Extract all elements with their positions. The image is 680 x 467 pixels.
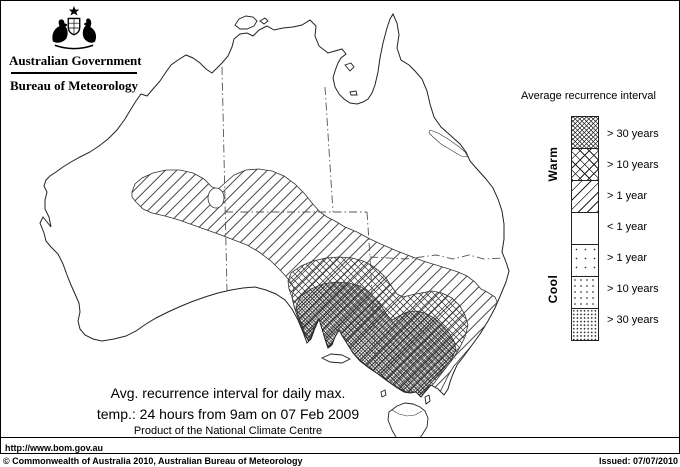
swatch-warm-gt1yr bbox=[572, 180, 598, 212]
legend-label-warm-gt10: > 10 years bbox=[607, 159, 659, 171]
bom-logo-block: Australian Government Bureau of Meteorol… bbox=[9, 5, 142, 94]
legend-label-warm-gt1: > 1 year bbox=[607, 190, 648, 202]
legend-warm-axis-label: Warm bbox=[546, 146, 560, 182]
map-frame: Australian Government Bureau of Meteorol… bbox=[0, 0, 680, 438]
map-caption: Avg. recurrence interval for daily max. … bbox=[63, 385, 393, 437]
caption-line3: Product of the National Climate Centre bbox=[133, 425, 323, 437]
copyright-text: © Commonwealth of Australia 2010, Austra… bbox=[3, 456, 303, 466]
issued-date: Issued: 07/07/2010 bbox=[598, 456, 678, 466]
crest-wreath bbox=[54, 44, 94, 50]
bureau-label: Bureau of Meteorology bbox=[9, 78, 139, 93]
region-hole bbox=[207, 187, 225, 209]
legend-title: Average recurrence interval bbox=[521, 90, 656, 102]
coat-of-arms-icon bbox=[52, 5, 97, 50]
swatch-warm-gt10yr bbox=[572, 148, 598, 180]
gov-label: Australian Government bbox=[9, 53, 142, 68]
melville-islet bbox=[259, 17, 269, 25]
legend-label-cool-gt30: > 30 years bbox=[607, 314, 659, 326]
legend-cool-axis-label: Cool bbox=[546, 274, 560, 304]
australia-map bbox=[39, 12, 510, 437]
swatch-cool-gt1yr bbox=[572, 244, 598, 276]
flinders-island bbox=[424, 394, 431, 405]
bom-url: http://www.bom.gov.au bbox=[5, 443, 103, 453]
legend-label-lt1: < 1 year bbox=[607, 221, 648, 233]
mainland-coastline bbox=[39, 12, 510, 398]
legend-swatch-stack bbox=[571, 116, 599, 341]
king-island bbox=[380, 389, 387, 398]
border-sa-east bbox=[366, 211, 377, 371]
kangaroo-island bbox=[320, 353, 352, 364]
footer-bar: © Commonwealth of Australia 2010, Austra… bbox=[0, 456, 680, 467]
crest-star bbox=[68, 5, 80, 16]
border-nsw-vic bbox=[374, 316, 457, 360]
logo-divider bbox=[11, 72, 137, 74]
tiwi-islands bbox=[234, 15, 258, 30]
islands bbox=[234, 15, 431, 437]
border-wa bbox=[221, 66, 228, 292]
swatch-lt1yr bbox=[572, 212, 598, 244]
crest-kangaroo bbox=[52, 19, 68, 43]
crest-emu bbox=[82, 18, 97, 43]
qld-coast-contour bbox=[428, 129, 469, 158]
url-strip: http://www.bom.gov.au bbox=[0, 438, 680, 454]
swatch-cool-gt30yr bbox=[572, 308, 598, 340]
border-nt-qld bbox=[324, 86, 334, 213]
tasmania bbox=[387, 402, 429, 437]
legend-label-cool-gt10: > 10 years bbox=[607, 283, 659, 295]
legend-label-cool-gt1: > 1 year bbox=[607, 252, 648, 264]
caption-line2: temp.: 24 hours from 9am on 07 Feb 2009 bbox=[96, 406, 360, 422]
tasmania-region-contour bbox=[391, 409, 423, 417]
groote-eylandt bbox=[344, 62, 355, 72]
swatch-warm-gt30yr bbox=[572, 117, 598, 148]
legend-label-warm-gt30: > 30 years bbox=[607, 128, 659, 140]
mornington-island bbox=[349, 90, 358, 96]
swatch-cool-gt10yr bbox=[572, 276, 598, 308]
caption-line1: Avg. recurrence interval for daily max. bbox=[110, 385, 346, 401]
state-borders bbox=[221, 66, 504, 371]
border-qld-nsw bbox=[369, 254, 504, 260]
